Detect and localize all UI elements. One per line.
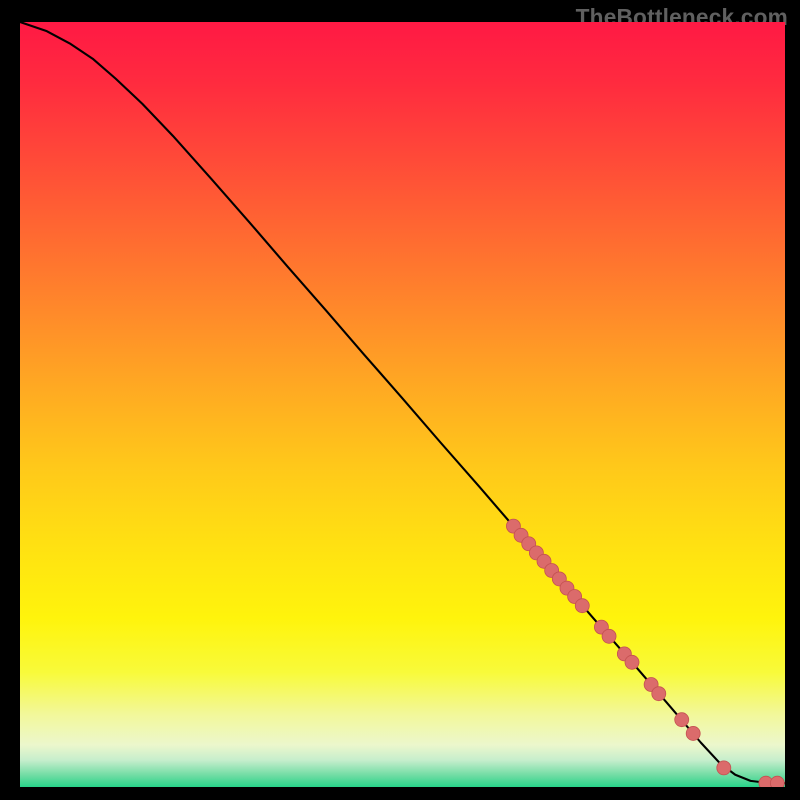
scatter-marker	[686, 726, 700, 740]
scatter-marker	[717, 761, 731, 775]
chart-plot	[20, 22, 785, 787]
scatter-marker	[770, 776, 784, 787]
scatter-marker	[625, 655, 639, 669]
scatter-marker	[652, 687, 666, 701]
scatter-marker	[602, 629, 616, 643]
scatter-marker	[575, 599, 589, 613]
plot-background	[20, 22, 785, 787]
scatter-marker	[675, 713, 689, 727]
